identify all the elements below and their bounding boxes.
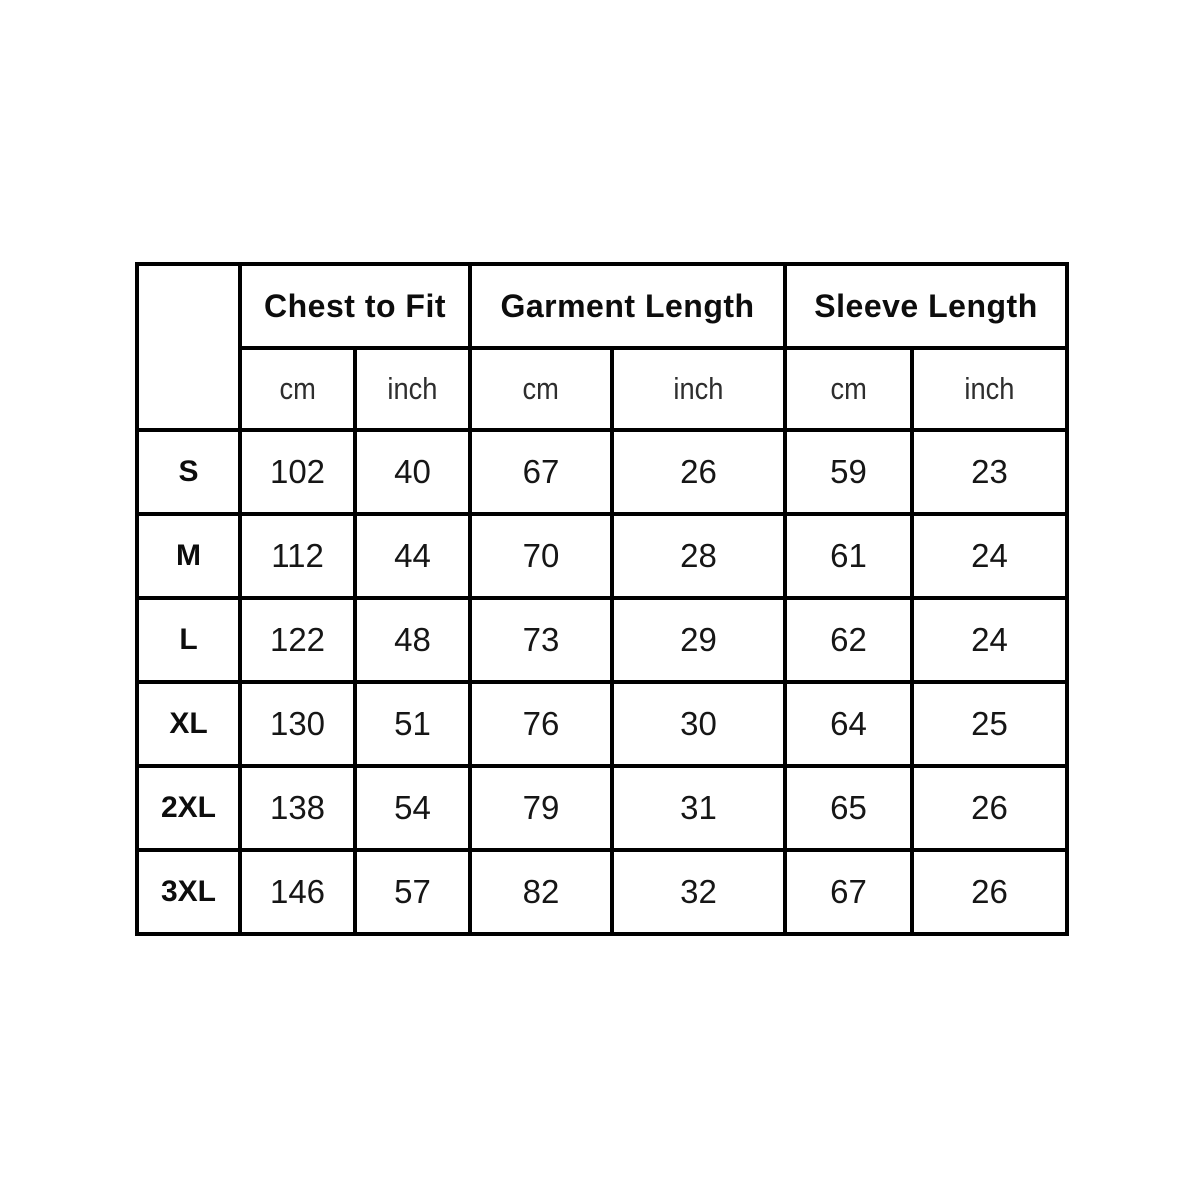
value-cell: 102 — [238, 428, 357, 516]
size-chart-table: Chest to Fit Garment Length Sleeve Lengt… — [135, 262, 1070, 936]
unit-label: inch — [964, 371, 1015, 406]
column-group-sleeve: Sleeve Length — [783, 262, 1070, 350]
unit-label: inch — [387, 371, 438, 406]
size-label: M — [135, 512, 242, 600]
size-label: 3XL — [135, 848, 242, 936]
unit-header-chest-inch: inch — [352, 346, 473, 432]
unit-label: cm — [279, 371, 316, 406]
unit-header-garment-inch: inch — [610, 346, 788, 432]
table-row-2xl: 2XL 138 54 79 31 65 26 — [135, 764, 1070, 852]
value-cell: 62 — [783, 596, 915, 684]
value-cell: 57 — [352, 848, 473, 936]
value-cell: 70 — [468, 512, 615, 600]
column-group-chest: Chest to Fit — [237, 262, 473, 350]
value-cell: 48 — [352, 596, 473, 684]
value-cell: 26 — [910, 848, 1070, 936]
table-row-l: L 122 48 73 29 62 24 — [135, 596, 1070, 684]
unit-label: cm — [830, 371, 867, 406]
unit-header-row: cm inch cm inch cm inch — [137, 346, 1070, 432]
value-cell: 122 — [238, 596, 357, 684]
size-label: S — [135, 428, 242, 516]
value-cell: 40 — [352, 428, 473, 516]
group-header-row: Chest to Fit Garment Length Sleeve Lengt… — [135, 262, 1070, 432]
unit-header-sleeve-inch: inch — [910, 346, 1070, 432]
value-cell: 138 — [238, 764, 357, 852]
value-cell: 25 — [910, 680, 1070, 768]
value-cell: 54 — [352, 764, 473, 852]
value-cell: 64 — [783, 680, 915, 768]
value-cell: 26 — [910, 764, 1070, 852]
column-group-garment: Garment Length — [468, 262, 788, 350]
size-label: XL — [135, 680, 242, 768]
size-label: L — [135, 596, 242, 684]
value-cell: 26 — [610, 428, 788, 516]
value-cell: 73 — [468, 596, 615, 684]
value-cell: 112 — [238, 512, 357, 600]
unit-label: inch — [673, 371, 724, 406]
unit-header-sleeve-cm: cm — [783, 346, 915, 432]
value-cell: 67 — [468, 428, 615, 516]
value-cell: 130 — [238, 680, 357, 768]
value-cell: 24 — [910, 596, 1070, 684]
value-cell: 23 — [910, 428, 1070, 516]
value-cell: 79 — [468, 764, 615, 852]
value-cell: 61 — [783, 512, 915, 600]
value-cell: 76 — [468, 680, 615, 768]
value-cell: 28 — [610, 512, 788, 600]
value-cell: 24 — [910, 512, 1070, 600]
value-cell: 44 — [352, 512, 473, 600]
value-cell: 82 — [468, 848, 615, 936]
empty-corner-cell — [135, 262, 242, 432]
table-row-s: S 102 40 67 26 59 23 — [135, 428, 1070, 516]
unit-header-garment-cm: cm — [468, 346, 615, 432]
value-cell: 59 — [783, 428, 915, 516]
size-label: 2XL — [135, 764, 242, 852]
table-row-3xl: 3XL 146 57 82 32 67 26 — [135, 848, 1070, 936]
unit-header-chest-cm: cm — [238, 346, 357, 432]
value-cell: 51 — [352, 680, 473, 768]
value-cell: 31 — [610, 764, 788, 852]
value-cell: 146 — [238, 848, 357, 936]
value-cell: 29 — [610, 596, 788, 684]
value-cell: 67 — [783, 848, 915, 936]
table-row-m: M 112 44 70 28 61 24 — [135, 512, 1070, 600]
unit-label: cm — [522, 371, 560, 406]
value-cell: 30 — [610, 680, 788, 768]
value-cell: 65 — [783, 764, 915, 852]
value-cell: 32 — [610, 848, 788, 936]
table-row-xl: XL 130 51 76 30 64 25 — [135, 680, 1070, 768]
